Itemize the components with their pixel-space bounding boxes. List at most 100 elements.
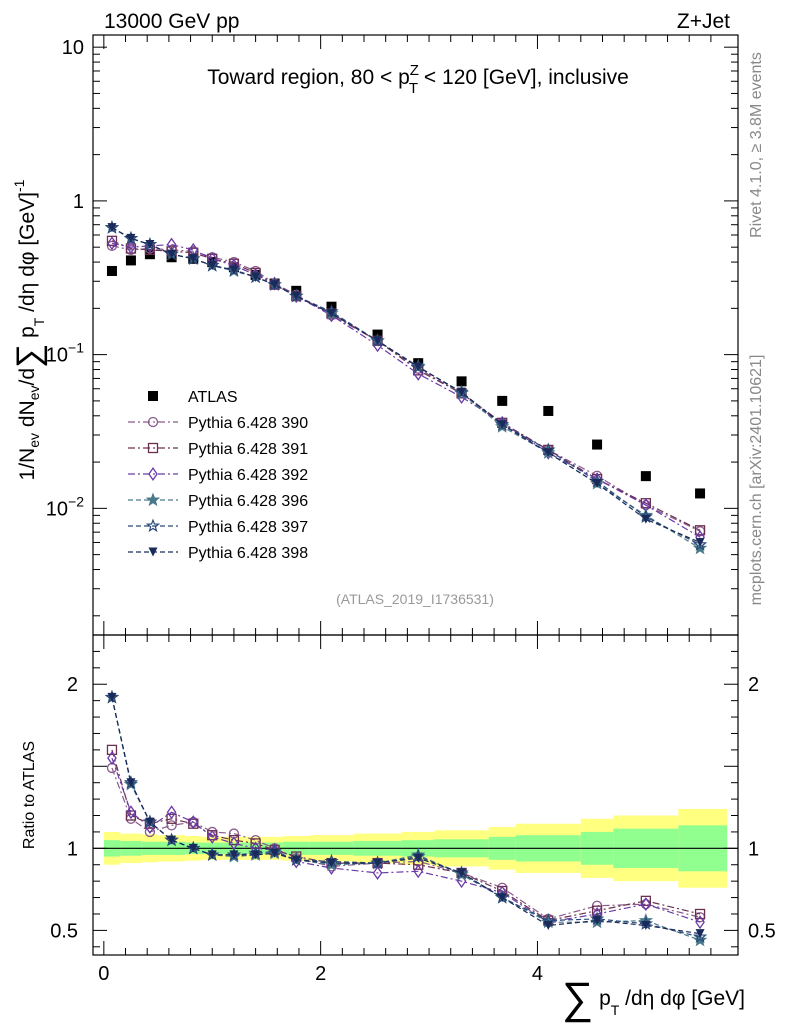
ratio-point-s5-11 <box>373 858 383 868</box>
analysis-label: (ATLAS_2019_I1736531) <box>336 591 494 607</box>
main-point-s0-18 <box>695 488 706 499</box>
main-point-s6-0 <box>107 223 117 233</box>
main-point-s6-2 <box>145 240 155 250</box>
main-point-s6-4 <box>188 254 198 264</box>
main-y-axis-label: 1/Nev dNev/d∑ pT /dη dφ [GeV]-1 <box>10 179 48 480</box>
main-series-line-2 <box>111 240 701 531</box>
main-point-s6-9 <box>291 291 301 301</box>
ratio-point-s1-18 <box>694 908 706 920</box>
ratio-uncertainty-band <box>93 808 738 888</box>
ratio-point-s1-17 <box>640 895 652 906</box>
main-point-s0-13 <box>456 376 467 387</box>
legend-label-0: ATLAS <box>188 389 238 406</box>
ratio-point-s5-14 <box>497 893 507 903</box>
ratio-point-s4-18 <box>692 929 708 944</box>
ratio-ytick-label-right-0: 0.5 <box>748 920 776 942</box>
main-point-s6-14 <box>497 420 507 430</box>
main-point-s6-18 <box>695 537 705 547</box>
ratio-point-s2-0 <box>107 751 117 766</box>
ratio-point-s5-1 <box>126 778 136 788</box>
ratio-point-s5-8 <box>270 848 280 858</box>
main-ytick-label-2: 10−1 <box>46 340 84 367</box>
main-point-s6-5 <box>207 260 217 270</box>
ratio-point-s0-3 <box>166 820 177 831</box>
legend-marker-0 <box>148 391 158 401</box>
xtick-label-2: 4 <box>532 963 543 985</box>
legend-marker-1 <box>147 416 159 428</box>
ratio-ytick-label-right-1: 1 <box>748 838 759 860</box>
ratio-point-s5-15 <box>543 920 553 930</box>
ratio-ytick-label-left-0: 0.5 <box>50 920 78 942</box>
ratio-point-s2-3 <box>166 805 177 820</box>
ratio-panel-axis: 0.5 0.5 1 1 2 2 0 2 4 <box>50 635 776 985</box>
ratio-point-s5-4 <box>188 843 198 853</box>
ratio-point-s5-7 <box>251 850 261 860</box>
ratio-point-s1-6 <box>228 834 240 846</box>
main-point-s6-15 <box>543 448 553 458</box>
ratio-point-s2-11 <box>372 865 383 880</box>
main-point-s0-14 <box>497 395 508 406</box>
rivet-version-label: Rivet 4.1.0, ≥ 3.8M events <box>748 52 765 238</box>
main-title: Toward region, 80 < pZ T < 120 [GeV], inc… <box>207 62 629 97</box>
main-point-s6-10 <box>326 309 336 319</box>
main-panel-axis: 10 1 10−1 10−2 <box>46 35 738 635</box>
main-point-s6-3 <box>167 249 177 259</box>
ratio-point-s5-6 <box>229 850 239 860</box>
ratio-point-s5-0 <box>107 692 117 702</box>
ratio-panel-marks <box>104 689 708 947</box>
legend-marker-4 <box>145 492 161 507</box>
ratio-ytick-label-left-1: 1 <box>67 838 78 860</box>
main-point-s2-18 <box>694 525 706 536</box>
main-panel-marks <box>104 220 708 555</box>
main-point-s6-8 <box>270 280 280 290</box>
ratio-panel-frame <box>92 634 739 956</box>
xtick-label-0: 0 <box>98 963 109 985</box>
main-point-s0-1 <box>125 255 136 266</box>
main-point-s6-6 <box>229 265 239 275</box>
main-point-s6-17 <box>641 514 651 524</box>
ratio-point-s5-10 <box>326 858 336 868</box>
ratio-series-line-5 <box>111 697 701 935</box>
main-point-s6-13 <box>457 387 467 397</box>
ratio-ytick-label-left-2: 2 <box>67 674 78 696</box>
ratio-point-s2-1 <box>126 805 136 820</box>
ratio-ytick-label-right-2: 2 <box>748 674 759 696</box>
ratio-point-s2-5 <box>207 829 218 844</box>
main-point-s3-0 <box>107 236 117 251</box>
ratio-point-s5-3 <box>167 835 177 845</box>
main-point-s6-11 <box>373 336 383 346</box>
legend-label-4: Pythia 6.428 396 <box>188 493 308 510</box>
xtick-label-1: 2 <box>315 963 326 985</box>
legend-label-6: Pythia 6.428 398 <box>188 545 308 562</box>
ratio-point-s5-5 <box>207 850 217 860</box>
main-point-s6-16 <box>592 479 602 489</box>
legend-label-3: Pythia 6.428 392 <box>188 467 308 484</box>
ratio-point-s5-9 <box>291 855 301 865</box>
legend-label-1: Pythia 6.428 390 <box>188 415 308 432</box>
ratio-point-s5-17 <box>641 920 651 930</box>
legend-marker-6 <box>148 547 158 557</box>
header-right: Z+Jet <box>677 10 730 33</box>
main-point-s6-1 <box>126 233 136 243</box>
ratio-point-s2-12 <box>413 864 424 879</box>
main-point-s3-1 <box>126 240 136 255</box>
main-ytick-label-0: 10 <box>62 37 84 59</box>
main-point-s0-16 <box>592 439 603 450</box>
ratio-y-axis-label: Ratio to ATLAS <box>21 741 38 849</box>
main-point-s0-17 <box>640 471 651 482</box>
legend-marker-3 <box>148 467 158 481</box>
ratio-point-s5-18 <box>695 929 705 939</box>
main-ytick-label-3: 10−2 <box>46 493 84 520</box>
legend-label-5: Pythia 6.428 397 <box>188 519 308 536</box>
legend-label-2: Pythia 6.428 391 <box>188 441 308 458</box>
ratio-point-s5-2 <box>145 817 155 827</box>
x-axis-label: ∑ pT /dη dφ [GeV] <box>562 974 745 1023</box>
ratio-point-s2-18 <box>695 915 705 930</box>
ratio-point-s2-4 <box>188 815 199 830</box>
main-point-s6-7 <box>251 272 261 282</box>
ratio-series-line-4 <box>111 697 701 938</box>
legend: ATLAS Pythia 6.428 390 Pythia 6.428 391 Pyt… <box>128 389 308 562</box>
main-ytick-label-1: 1 <box>73 191 84 213</box>
main-point-s0-0 <box>106 265 117 276</box>
